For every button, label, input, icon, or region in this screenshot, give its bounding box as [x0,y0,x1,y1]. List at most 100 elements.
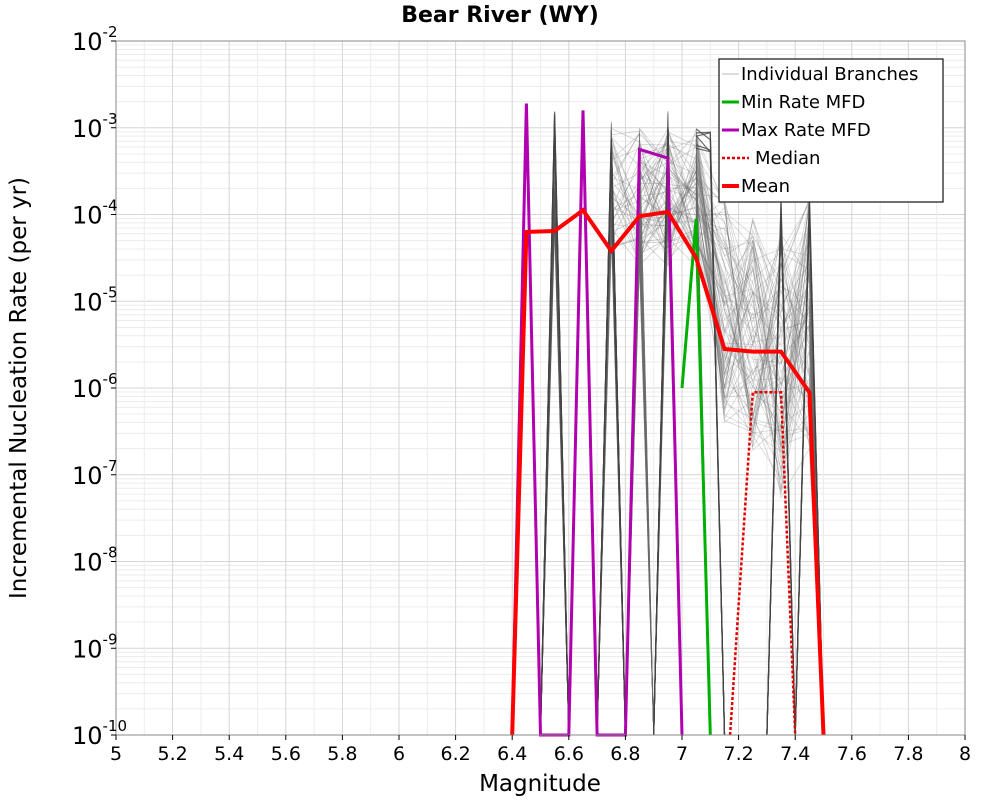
x-axis-label: Magnitude [479,771,601,797]
y-tick-label: 10-7 [72,457,118,490]
legend-box [718,58,944,203]
branch-line [596,179,655,736]
y-tick-base: 10 [72,635,103,663]
branch-spike [695,132,726,736]
branch-line [596,200,655,736]
legend-label: Mean [741,176,790,197]
branch-line [695,179,824,736]
legend: Individual Branches Min Rate MFD Max Rate … [718,58,944,203]
branch-line [695,208,824,736]
branch-line [695,205,824,736]
y-tick-label: 10-6 [72,370,118,403]
legend-label: Individual Branches [741,64,918,85]
branch-line [695,136,824,736]
y-tick-base: 10 [72,115,103,143]
y-tick-label: 10-4 [72,197,118,230]
branch-line [695,206,824,736]
branch-line [596,223,655,736]
y-tick-label: 10-3 [72,110,118,143]
branch-line [596,144,655,736]
branch-line [596,184,655,736]
branch-spike [794,208,825,736]
y-tick-exponent: -5 [103,283,118,301]
series-max-rate-mfd [510,103,684,737]
y-tick-base: 10 [72,375,103,403]
x-tick-label: 5.8 [327,743,357,765]
branch-line [695,241,824,736]
y-tick-exponent: -8 [103,544,118,562]
branch-line [596,237,655,736]
y-tick-label: 10-2 [72,23,118,56]
x-tick-label: 7.4 [780,743,810,765]
y-tick-base: 10 [72,549,103,577]
y-tick-label: 10-5 [72,283,118,316]
legend-label: Min Rate MFD [741,92,865,113]
branch-line [695,230,824,736]
branch-line [695,200,824,736]
branch-line [695,160,824,736]
branch-spike [766,203,796,736]
chart-title: Bear River (WY) [401,3,599,28]
y-tick-label: 10-9 [72,630,118,663]
branch-line [695,213,824,736]
y-tick-base: 10 [72,722,103,750]
series-layer [510,103,826,737]
y-tick-exponent: -7 [103,457,118,475]
branch-line [695,158,824,736]
x-tick-label: 8 [959,743,971,765]
branch-line [695,171,824,736]
y-tick-exponent: -2 [103,23,118,41]
branch-line [695,137,824,736]
x-tick-label: 7.6 [837,743,867,765]
y-tick-exponent: -3 [103,110,118,128]
branch-line [695,154,824,736]
x-tick-label: 6 [393,743,405,765]
branch-line [695,175,824,736]
x-tick-label: 7.2 [723,743,753,765]
y-tick-base: 10 [72,28,103,56]
branch-line [596,160,655,736]
x-tick-label: 6.8 [610,743,640,765]
x-tick-label: 5 [110,743,122,765]
y-tick-exponent: -6 [103,370,118,388]
branch-line [596,227,655,736]
branch-line [596,236,655,736]
branch-line [695,197,824,736]
branch-line [695,136,824,736]
branch-line [695,137,824,736]
series-median [728,391,797,736]
branch-line [596,205,655,736]
branch-line [695,185,824,736]
branch-spike [596,139,626,736]
branch-line [696,214,824,736]
branch-line [695,174,824,736]
y-axis-ticks: 10-210-310-410-510-610-710-810-910-10 [72,23,127,750]
y-tick-base: 10 [72,288,103,316]
y-tick-exponent: -4 [103,197,118,215]
x-tick-label: 6.4 [497,743,527,765]
branch-line [596,238,655,736]
x-axis-ticks: 5 5.2 5.4 5.6 5.8 6 6.2 6.4 6.6 6.8 7 7.2 7.4 7.6 7.8 8 [110,735,971,765]
branch-spike [539,127,570,736]
x-tick-label: 6.2 [440,743,470,765]
y-tick-base: 10 [72,462,103,490]
y-tick-exponent: -10 [103,717,128,735]
y-tick-label: 10-10 [72,717,127,750]
x-tick-label: 7 [676,743,688,765]
x-tick-label: 5.2 [157,743,187,765]
y-axis-label: Incremental Nucleation Rate (per yr) [6,177,32,599]
y-tick-label: 10-8 [72,544,118,577]
branch-line [695,194,824,736]
branch-line [596,184,655,736]
branch-line [596,193,655,736]
branch-line [695,169,824,736]
branch-line [695,214,824,736]
branch-line [596,166,655,736]
y-tick-exponent: -9 [103,630,118,648]
branch-line [695,239,824,736]
x-tick-label: 5.6 [271,743,301,765]
x-tick-label: 7.8 [893,743,923,765]
branch-line [695,194,824,736]
series-min-rate-mfd [680,218,712,736]
